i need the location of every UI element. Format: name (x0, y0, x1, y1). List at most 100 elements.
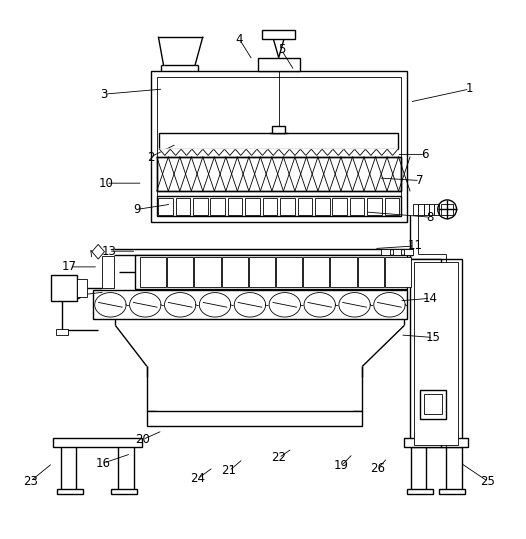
Polygon shape (257, 149, 268, 155)
Text: 23: 23 (23, 475, 37, 488)
Text: 19: 19 (334, 459, 349, 472)
Bar (77, 279, 87, 296)
Bar (56, 329, 68, 335)
Polygon shape (225, 149, 235, 155)
Bar (262, 30, 296, 39)
Polygon shape (199, 293, 231, 317)
Bar (193, 198, 208, 215)
Bar (57, 489, 83, 494)
Text: 9: 9 (134, 203, 141, 216)
Text: 14: 14 (423, 292, 438, 305)
Bar (410, 259, 462, 447)
Bar (298, 198, 312, 215)
Bar (418, 204, 423, 215)
Polygon shape (269, 293, 300, 317)
Bar (429, 204, 434, 215)
Polygon shape (181, 149, 192, 155)
Bar (358, 257, 384, 287)
Bar (93, 291, 407, 319)
Polygon shape (339, 293, 370, 317)
Polygon shape (366, 149, 376, 155)
Polygon shape (192, 149, 203, 155)
Polygon shape (355, 149, 366, 155)
Bar (51, 275, 77, 301)
Text: 8: 8 (427, 211, 434, 224)
Bar (112, 489, 137, 494)
Bar (424, 394, 442, 414)
Bar (439, 489, 466, 494)
Polygon shape (376, 149, 387, 155)
Text: 7: 7 (416, 174, 424, 187)
Bar (157, 196, 401, 216)
Bar (158, 198, 173, 215)
Bar (147, 411, 362, 426)
Bar (276, 257, 302, 287)
Polygon shape (289, 149, 300, 155)
Text: 6: 6 (421, 148, 429, 161)
Bar (315, 198, 330, 215)
Bar (404, 438, 468, 447)
Polygon shape (95, 293, 126, 317)
Text: 2: 2 (147, 150, 154, 163)
Bar (393, 248, 401, 255)
Polygon shape (279, 149, 289, 155)
Polygon shape (268, 149, 279, 155)
Bar (385, 198, 399, 215)
Polygon shape (374, 293, 405, 317)
Polygon shape (170, 149, 181, 155)
Text: 24: 24 (190, 472, 205, 485)
Text: 4: 4 (236, 33, 243, 46)
Bar (210, 198, 225, 215)
Bar (367, 198, 382, 215)
Bar (262, 198, 277, 215)
Bar (150, 71, 407, 223)
Bar (167, 257, 194, 287)
Polygon shape (203, 149, 214, 155)
Bar (413, 261, 458, 445)
Text: 3: 3 (100, 88, 107, 101)
Bar (404, 248, 412, 255)
Text: 11: 11 (407, 239, 422, 252)
Bar (157, 157, 401, 191)
Polygon shape (344, 149, 355, 155)
Text: 17: 17 (62, 260, 77, 273)
Polygon shape (322, 149, 333, 155)
Polygon shape (304, 293, 336, 317)
Bar (157, 157, 401, 191)
Bar (332, 198, 347, 215)
Polygon shape (92, 244, 105, 259)
Bar (413, 204, 418, 215)
Polygon shape (214, 149, 225, 155)
Bar (407, 489, 433, 494)
Text: 25: 25 (481, 475, 495, 488)
Bar (245, 198, 260, 215)
Text: 26: 26 (371, 462, 386, 475)
Text: 1: 1 (466, 82, 473, 95)
Polygon shape (311, 149, 322, 155)
Polygon shape (300, 149, 311, 155)
Bar (249, 257, 275, 287)
Bar (272, 126, 285, 134)
Text: 16: 16 (96, 457, 111, 469)
Polygon shape (159, 149, 170, 155)
Polygon shape (165, 293, 196, 317)
Polygon shape (129, 293, 161, 317)
Polygon shape (234, 293, 266, 317)
Polygon shape (387, 149, 398, 155)
Text: 21: 21 (221, 465, 237, 478)
Bar (381, 248, 390, 255)
Polygon shape (246, 149, 257, 155)
Text: 22: 22 (271, 451, 286, 465)
Polygon shape (235, 149, 246, 155)
Text: 15: 15 (426, 331, 440, 344)
Bar (420, 390, 446, 419)
Bar (228, 198, 242, 215)
Bar (280, 198, 295, 215)
Text: 18: 18 (67, 289, 82, 302)
Bar (221, 257, 248, 287)
Text: 5: 5 (278, 43, 285, 56)
Text: 13: 13 (101, 245, 116, 258)
Bar (159, 134, 398, 149)
Bar (53, 438, 141, 447)
Bar (157, 77, 401, 216)
